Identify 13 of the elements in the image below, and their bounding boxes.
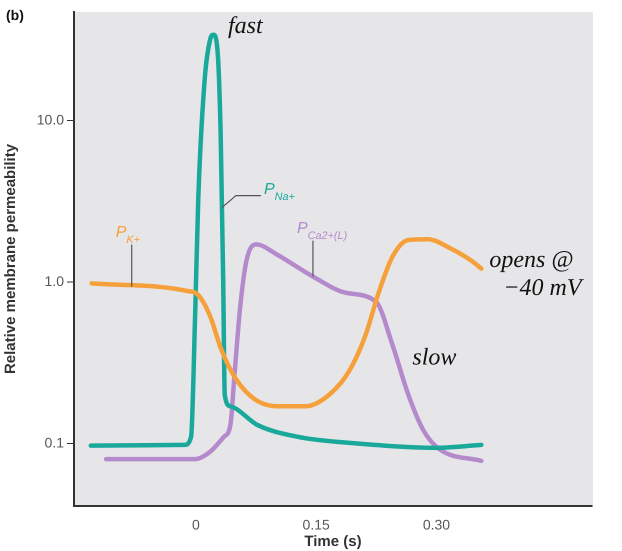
annotation: fast (228, 13, 264, 40)
annotation: slow (412, 344, 456, 371)
x-axis-title: Time (s) (304, 533, 362, 550)
text: (b) (6, 6, 24, 23)
x-tick-label: 0 (192, 516, 200, 532)
y-tick-label: 1.0 (44, 272, 64, 289)
y-tick-label: 0.1 (44, 434, 64, 450)
y-axis-title: Relative membrane permeability (2, 143, 20, 374)
y-tick-label: 10.0 (36, 111, 64, 128)
annotation: opens @ −40 mV (489, 246, 584, 301)
x-tick-label: 0.15 (302, 516, 330, 532)
line-series (104, 242, 484, 464)
x-tick-label: 0.30 (422, 516, 450, 532)
